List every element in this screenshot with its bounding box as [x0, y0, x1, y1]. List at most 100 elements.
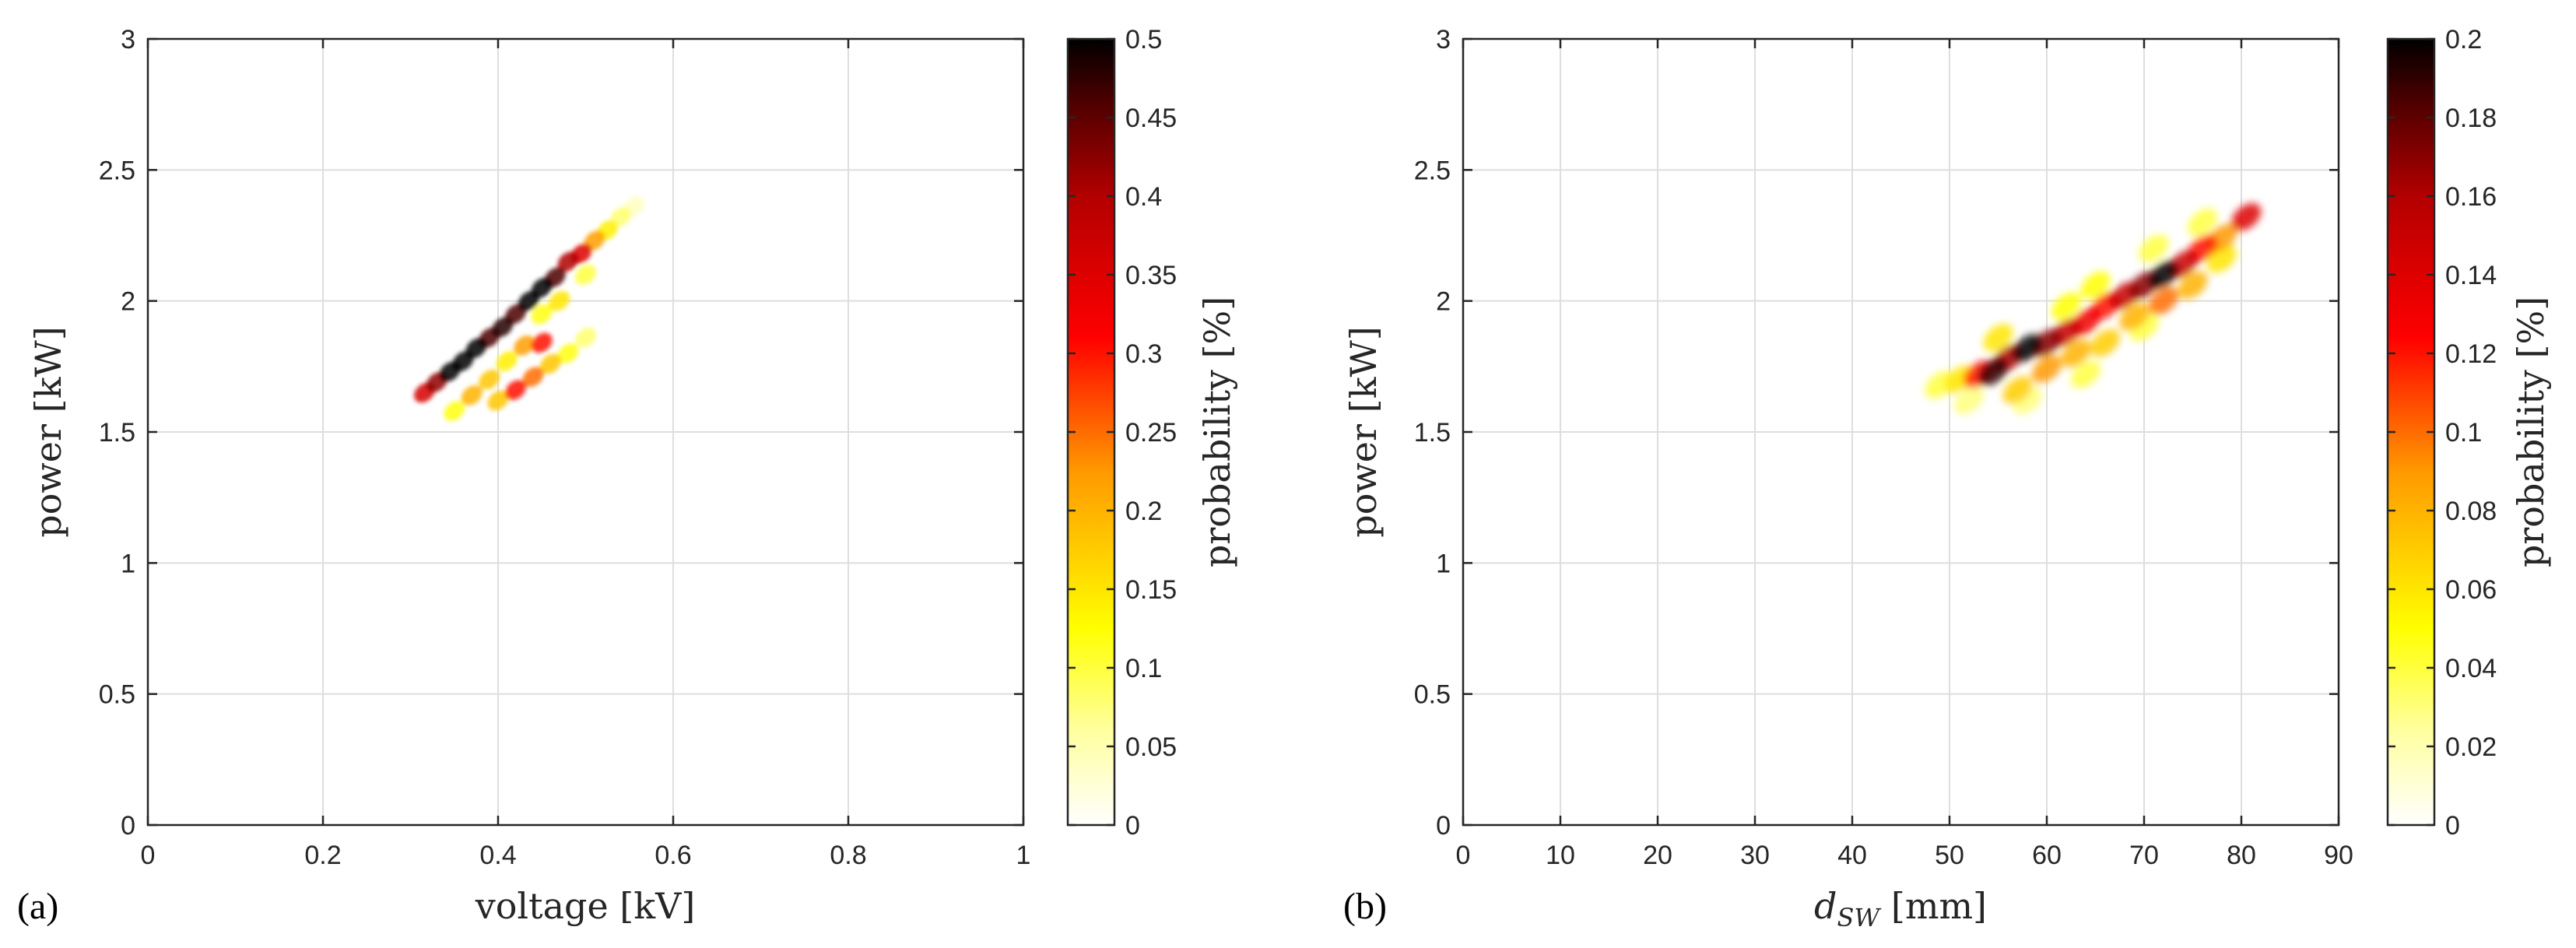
colorbar-tick-label: 0.18: [2445, 104, 2497, 133]
heat-cell: [2090, 328, 2121, 357]
x-tick-label: 50: [1935, 841, 1964, 870]
colorbar-tick-label: 0.08: [2445, 497, 2497, 526]
y-tick-label: 1.5: [1414, 418, 1451, 448]
heat-cell: [2148, 261, 2179, 289]
x-axis-label-b-main: d: [1814, 885, 1837, 927]
colorbar-tick-label: 0.35: [1125, 261, 1177, 290]
y-tick-label: 0.5: [1414, 680, 1451, 710]
x-tick-label: 0.4: [479, 841, 516, 870]
x-axis-label-b-unit: [mm]: [1879, 885, 1987, 927]
y-tick-label: 2.5: [99, 156, 135, 185]
heat-cell: [540, 353, 561, 374]
colorbar-tick-label: 0.06: [2445, 575, 2497, 605]
colorbar-tick-label: 0.2: [2445, 25, 2482, 54]
colorbar-tick-label: 0.25: [1125, 418, 1177, 448]
heat-cell: [2080, 271, 2111, 300]
colorbar-tick-label: 0.15: [1125, 575, 1177, 605]
axes-ticks-a: [146, 37, 1025, 827]
colorbar-tick-label: 0.2: [1125, 497, 1162, 526]
panel-label-a: (a): [17, 886, 58, 927]
colorbar-tick-label: 0: [2445, 811, 2460, 841]
heat-cell: [465, 338, 487, 359]
y-tick-label: 3: [121, 25, 135, 54]
x-tick-labels-b: 0 10 20 30 40 50 60 70 80 90: [1456, 841, 2353, 870]
heat-cell: [1983, 324, 2013, 352]
heat-cell: [575, 265, 596, 285]
colorbar-tick-label: 0.02: [2445, 732, 2497, 762]
colorbar-tick-label: 0.3: [1125, 339, 1162, 369]
colorbar-tick-label: 0.5: [1125, 25, 1162, 54]
heat-cell: [2051, 292, 2082, 321]
heat-cell: [1953, 386, 1985, 415]
heat-cell: [575, 327, 596, 348]
x-tick-label: 1: [1016, 841, 1031, 870]
heat-cell: [461, 385, 483, 406]
colorbar-tick-label: 0.1: [2445, 418, 2482, 448]
y-axis-label-b: power [kW]: [1342, 326, 1385, 537]
heat-cell: [487, 390, 509, 411]
x-axis-label-b-sub: SW: [1837, 903, 1882, 932]
x-tick-labels-a: 0 0.2 0.4 0.6 0.8 1: [141, 841, 1031, 870]
y-tick-label: 2: [1436, 287, 1451, 317]
heat-cell: [2070, 360, 2101, 388]
panel-label-b: (b): [1343, 886, 1387, 927]
heat-cell: [557, 343, 579, 363]
x-tick-label: 10: [1546, 841, 1575, 870]
colorbar-label-a: probability [%]: [1196, 297, 1238, 567]
heatmap-b: [1925, 203, 2262, 415]
x-tick-label: 40: [1837, 841, 1867, 870]
colorbar-tick-label: 0.4: [1125, 182, 1162, 212]
colorbar-tick-labels-a: 0 0.05 0.1 0.15 0.2 0.25 0.3 0.35 0.4 0.45 0.5: [1125, 25, 1177, 841]
y-tick-label: 2.5: [1414, 156, 1451, 185]
x-tick-label: 30: [1740, 841, 1770, 870]
y-tick-label: 3: [1436, 25, 1451, 54]
heat-cell: [2187, 208, 2218, 237]
heat-cell: [531, 278, 553, 298]
colorbar-ticks-b: [2388, 37, 2434, 827]
heat-cell: [492, 317, 514, 338]
x-tick-label: 0.8: [830, 841, 866, 870]
colorbar-tick-label: 0.1: [1125, 654, 1162, 683]
heat-cell: [2012, 334, 2043, 363]
colorbar-label-b: probability [%]: [2510, 297, 2552, 567]
heat-cell: [2139, 234, 2169, 263]
grid-b: [1463, 39, 2339, 825]
x-tick-label: 90: [2324, 841, 2353, 870]
heat-cell: [2231, 203, 2262, 231]
colorbar-tick-label: 0: [1125, 811, 1140, 841]
heat-cell: [444, 401, 465, 421]
heat-cell: [531, 332, 553, 353]
y-tick-label: 0: [121, 811, 135, 841]
y-tick-label: 1: [121, 549, 135, 578]
x-tick-label: 0.6: [655, 841, 691, 870]
heat-cell: [496, 351, 518, 371]
heat-cell: [514, 335, 535, 356]
colorbar-tick-label: 0.45: [1125, 104, 1177, 133]
colorbar-tick-label: 0.12: [2445, 339, 2497, 369]
x-tick-label: 80: [2227, 841, 2256, 870]
y-tick-labels-a: 0 0.5 1 1.5 2 2.5 3: [99, 25, 135, 841]
heat-cell: [531, 304, 553, 325]
x-tick-label: 20: [1643, 841, 1672, 870]
x-tick-label: 0: [1456, 841, 1471, 870]
heat-cell: [2031, 355, 2062, 383]
x-tick-label: 60: [2032, 841, 2062, 870]
x-axis-label-a: voltage [kV]: [475, 885, 696, 927]
y-tick-label: 0.5: [99, 680, 135, 710]
heatmap-a: [414, 196, 644, 421]
heat-cell: [549, 290, 570, 311]
axes-ticks-b: [1462, 37, 2340, 827]
heat-cell: [2178, 271, 2208, 300]
x-tick-label: 0: [141, 841, 156, 870]
heat-cell: [2206, 245, 2237, 273]
heat-cell: [522, 367, 544, 388]
y-axis-label-a: power [kW]: [27, 326, 69, 537]
x-tick-label: 70: [2129, 841, 2159, 870]
colorbar-tick-label: 0.05: [1125, 732, 1177, 762]
y-tick-labels-b: 0 0.5 1 1.5 2 2.5 3: [1414, 25, 1451, 841]
heat-cell: [2002, 376, 2033, 404]
colorbar-tick-label: 0.04: [2445, 654, 2497, 683]
heat-cell: [1978, 357, 2009, 386]
heat-cell: [479, 369, 500, 390]
